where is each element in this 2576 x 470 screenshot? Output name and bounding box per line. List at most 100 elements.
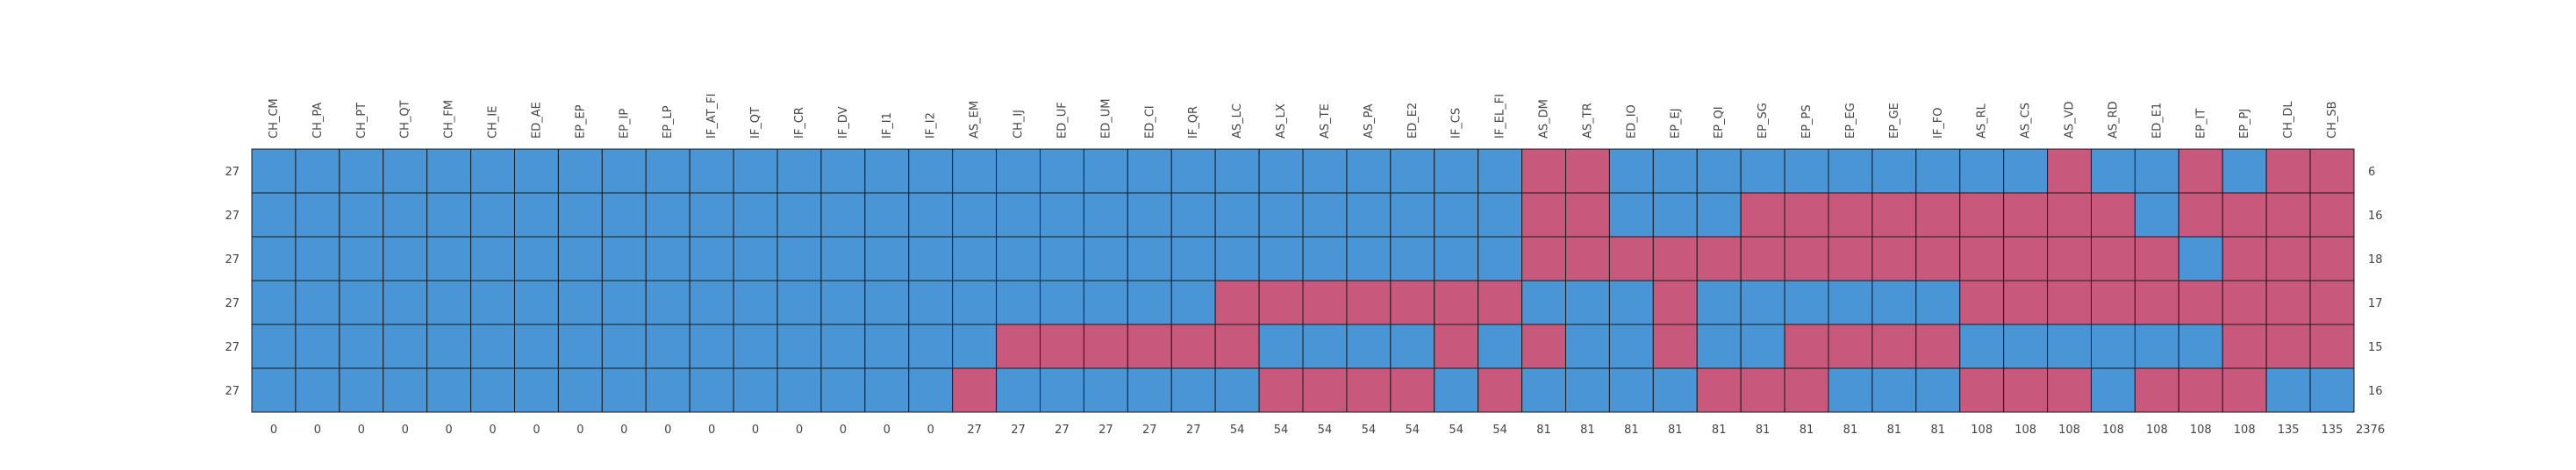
- heatmap-cell-r5-c13: [820, 367, 866, 413]
- column-header-ed-um: ED_UM: [1099, 99, 1113, 139]
- heatmap-cell-r0-c35: [1784, 148, 1829, 194]
- heatmap-cell-r4-c11: [733, 324, 778, 369]
- column-bottom-label: 135: [2278, 424, 2300, 437]
- heatmap-cell-r1-c14: [864, 192, 910, 238]
- heatmap-cell-r2-c21: [1170, 236, 1216, 281]
- heatmap-cell-r0-c29: [1521, 148, 1566, 194]
- heatmap-cell-r4-c38: [1915, 324, 1961, 369]
- heatmap-cell-r2-c1: [295, 236, 340, 281]
- heatmap-cell-r2-c46: [2265, 236, 2311, 281]
- heatmap-cell-r1-c11: [733, 192, 778, 238]
- heatmap-cell-r0-c45: [2222, 148, 2267, 194]
- row-left-label: 27: [225, 341, 240, 354]
- column-bottom-label: 108: [2102, 424, 2124, 437]
- heatmap-cell-r3-c44: [2178, 280, 2223, 325]
- column-header-ch-pt: CH_PT: [355, 103, 369, 139]
- heatmap-cell-r5-c43: [2134, 367, 2179, 413]
- column-bottom-label: 27: [967, 424, 982, 437]
- heatmap-cell-r0-c43: [2134, 148, 2179, 194]
- column-header-if-qt: IF_QT: [749, 107, 762, 139]
- column-header-ed-ae: ED_AE: [530, 102, 543, 139]
- heatmap-cell-r3-c6: [514, 280, 559, 325]
- heatmap-cell-r3-c28: [1478, 280, 1523, 325]
- column-bottom-label: 0: [796, 424, 803, 437]
- heatmap-cell-r1-c7: [557, 192, 603, 238]
- heatmap-cell-r2-c31: [1608, 236, 1654, 281]
- heatmap-cell-r5-c39: [1959, 367, 2005, 413]
- heatmap-cell-r2-c33: [1696, 236, 1742, 281]
- heatmap-cell-r1-c6: [514, 192, 559, 238]
- heatmap-cell-r1-c10: [689, 192, 734, 238]
- heatmap-cell-r4-c39: [1959, 324, 2005, 369]
- heatmap-cell-r4-c41: [2047, 324, 2093, 369]
- heatmap-cell-r1-c1: [295, 192, 340, 238]
- heatmap-cell-r1-c35: [1784, 192, 1829, 238]
- heatmap-cell-r2-c30: [1565, 236, 1610, 281]
- heatmap-cell-r3-c26: [1390, 280, 1435, 325]
- column-bottom-label: 81: [1887, 424, 1902, 437]
- column-header-ep-pj: EP_PJ: [2238, 109, 2251, 139]
- row-left-label: 27: [225, 166, 240, 179]
- column-bottom-label: 108: [2146, 424, 2168, 437]
- column-bottom-label: 81: [1580, 424, 1595, 437]
- heatmap-cell-r3-c17: [996, 280, 1041, 325]
- heatmap-cell-r0-c4: [426, 148, 472, 194]
- heatmap-cell-r4-c1: [295, 324, 340, 369]
- column-header-ed-e2: ED_E2: [1406, 103, 1420, 139]
- heatmap-cell-r3-c40: [2003, 280, 2049, 325]
- heatmap-cell-r0-c36: [1828, 148, 1873, 194]
- heatmap-cell-r3-c43: [2134, 280, 2179, 325]
- heatmap-cell-r3-c24: [1302, 280, 1348, 325]
- heatmap-cell-r0-c5: [470, 148, 516, 194]
- heatmap-cell-r3-c30: [1565, 280, 1610, 325]
- heatmap-cell-r5-c37: [1871, 367, 1917, 413]
- heatmap-cell-r0-c18: [1040, 148, 1084, 194]
- heatmap-cell-r1-c28: [1478, 192, 1523, 238]
- column-bottom-label: 81: [1931, 424, 1946, 437]
- heatmap-cell-r5-c8: [601, 367, 647, 413]
- column-bottom-label: 54: [1449, 424, 1463, 437]
- heatmap-cell-r4-c9: [645, 324, 691, 369]
- heatmap-cell-r3-c15: [908, 280, 954, 325]
- heatmap-cell-r4-c20: [1127, 324, 1172, 369]
- heatmap-cell-r4-c34: [1740, 324, 1785, 369]
- column-header-as-pa: AS_PA: [1363, 103, 1376, 139]
- heatmap-cell-r0-c16: [952, 148, 998, 194]
- row-left-label: 27: [225, 385, 240, 398]
- heatmap-cell-r0-c27: [1434, 148, 1479, 194]
- heatmap-cell-r3-c25: [1346, 280, 1392, 325]
- heatmap-cell-r3-c11: [733, 280, 778, 325]
- heatmap-cell-r1-c20: [1127, 192, 1172, 238]
- heatmap-cell-r1-c38: [1915, 192, 1961, 238]
- heatmap-cell-r3-c14: [864, 280, 910, 325]
- row-right-labels: 6 16 18 17 15 16: [2368, 166, 2383, 398]
- heatmap-cell-r2-c11: [733, 236, 778, 281]
- heatmap-cell-r3-c34: [1740, 280, 1785, 325]
- heatmap-cell-r1-c24: [1302, 192, 1348, 238]
- heatmap-cell-r3-c37: [1871, 280, 1917, 325]
- column-header-ed-io: ED_IO: [1625, 104, 1638, 139]
- heatmap-cell-r4-c0: [251, 324, 297, 369]
- heatmap-cell-r4-c37: [1871, 324, 1917, 369]
- column-header-ch-ie: CH_IE: [487, 106, 500, 139]
- heatmap-cell-r2-c10: [689, 236, 734, 281]
- heatmap-cell-r5-c25: [1346, 367, 1392, 413]
- column-bottom-label: 108: [2058, 424, 2080, 437]
- heatmap-cell-r5-c1: [295, 367, 340, 413]
- row-left-label: 27: [225, 297, 240, 310]
- heatmap-cell-r5-c16: [952, 367, 998, 413]
- heatmap-cell-r0-c33: [1696, 148, 1742, 194]
- heatmap-cell-r0-c19: [1083, 148, 1128, 194]
- heatmap-cell-r2-c32: [1652, 236, 1698, 281]
- heatmap-cell-r3-c47: [2309, 280, 2355, 325]
- heatmap-cell-r0-c1: [295, 148, 340, 194]
- heatmap-cell-r4-c32: [1652, 324, 1698, 369]
- heatmap-cell-r2-c14: [864, 236, 910, 281]
- column-header-ep-ge: EP_GE: [1888, 103, 1901, 139]
- heatmap-cell-r1-c29: [1521, 192, 1566, 238]
- heatmap-cell-r4-c8: [601, 324, 647, 369]
- heatmap-cell-r0-c0: [251, 148, 297, 194]
- heatmap-cell-r1-c3: [383, 192, 428, 238]
- column-header-as-rl: AS_RL: [1976, 103, 1989, 139]
- column-header-ep-ep: EP_EP: [574, 104, 587, 139]
